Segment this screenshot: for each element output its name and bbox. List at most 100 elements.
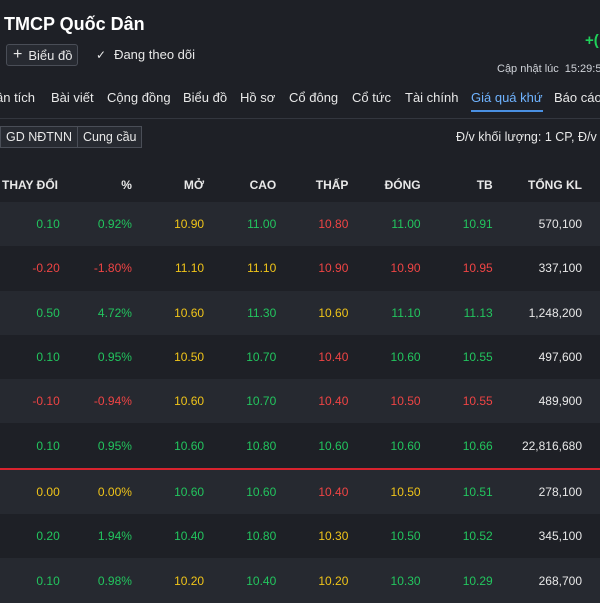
foreign-trading-button[interactable]: GD NĐTNN — [0, 126, 78, 148]
cell-change: -0.20 — [0, 246, 60, 291]
cell-open: 10.50 — [131, 334, 205, 380]
cell-change: -0.10 — [0, 379, 60, 424]
col-header-volume[interactable]: TỔNG KL — [528, 178, 582, 192]
cell-avg: 10.91 — [420, 202, 493, 247]
cell-avg: 10.29 — [420, 558, 493, 603]
cell-percent: -0.94% — [59, 379, 132, 424]
updated-label: Cập nhật lúc — [497, 63, 559, 75]
col-header-high[interactable]: CAO — [249, 178, 277, 192]
col-header-avg[interactable]: TB — [476, 178, 493, 192]
cell-volume: 337,100 — [492, 246, 600, 291]
cell-percent: -1.80% — [59, 246, 132, 291]
tab-price-history[interactable]: Giá quá khứ — [471, 90, 543, 112]
table-row[interactable]: 0.10 0.95% 10.60 10.80 10.60 10.60 10.66 22,816… — [0, 423, 600, 470]
cell-volume: 570,100 — [492, 202, 600, 247]
cell-high: 11.00 — [204, 202, 277, 247]
col-header-low[interactable]: THẤP — [315, 178, 349, 192]
supply-demand-button[interactable]: Cung cầu — [77, 126, 143, 148]
cell-low: 10.40 — [276, 334, 349, 380]
cell-low: 10.40 — [276, 468, 349, 515]
cell-open: 10.60 — [131, 290, 205, 335]
table-row[interactable]: -0.20 -1.80% 11.10 11.10 10.90 10.90 10.95 337,… — [0, 246, 600, 291]
cell-close: 10.30 — [348, 558, 421, 603]
chart-button-label: Biểu đồ — [28, 47, 73, 63]
cell-percent: 4.72% — [59, 290, 132, 335]
tab-financials[interactable]: Tài chính — [405, 90, 459, 105]
tab-dividends[interactable]: Cổ tức — [352, 90, 392, 105]
updated-time: 15:29:59 — [564, 63, 600, 75]
table-header-row: THAY ĐỔI % MỞ CAO THẤP ĐÓNG TB TỔNG KL — [0, 168, 600, 202]
cell-open: 10.60 — [131, 468, 205, 515]
cell-close: 10.60 — [348, 334, 421, 380]
cell-percent: 0.95% — [59, 423, 132, 470]
table-row[interactable]: -0.10 -0.94% 10.60 10.70 10.40 10.50 10.55 489,… — [0, 379, 600, 424]
cell-change: 0.10 — [0, 334, 60, 380]
cell-avg: 10.51 — [420, 468, 493, 515]
cell-percent: 1.94% — [59, 514, 132, 559]
cell-percent: 0.98% — [59, 558, 132, 603]
cell-high: 10.80 — [204, 423, 277, 470]
tab-shareholders[interactable]: Cổ đông — [289, 90, 339, 105]
stock-title: TMCP Quốc Dân — [4, 14, 145, 34]
updated-info: Cập nhật lúc 15:29:59 — [497, 63, 600, 75]
tab-community[interactable]: Cộng đồng — [107, 90, 171, 105]
cell-avg: 10.55 — [420, 379, 493, 424]
cell-volume: 497,600 — [492, 334, 600, 380]
cell-avg: 10.55 — [420, 334, 493, 380]
cell-low: 10.80 — [276, 202, 349, 247]
cell-open: 10.60 — [131, 423, 205, 470]
table-row[interactable]: 0.10 0.92% 10.90 11.00 10.80 11.00 10.91 570,10… — [0, 202, 600, 247]
cell-volume: 489,900 — [492, 379, 600, 424]
cell-high: 10.80 — [204, 514, 277, 559]
cell-high: 11.30 — [204, 290, 277, 335]
tab-analysis[interactable]: ân tích — [0, 90, 36, 105]
table-row[interactable]: 0.10 0.95% 10.50 10.70 10.40 10.60 10.55 497,60… — [0, 334, 600, 380]
price-history-table: THAY ĐỔI % MỞ CAO THẤP ĐÓNG TB TỔNG KL 0… — [0, 168, 600, 603]
follow-label: Đang theo dõi — [114, 47, 196, 62]
cell-high: 10.60 — [204, 468, 277, 515]
cell-close: 10.50 — [348, 379, 421, 424]
col-header-open[interactable]: MỞ — [183, 178, 205, 192]
table-row[interactable]: 0.20 1.94% 10.40 10.80 10.30 10.50 10.52 345,10… — [0, 514, 600, 559]
col-header-change[interactable]: THAY ĐỔI — [2, 178, 59, 192]
cell-close: 11.10 — [348, 290, 421, 335]
cell-high: 11.10 — [204, 246, 277, 291]
cell-open: 10.20 — [131, 558, 205, 603]
col-header-close[interactable]: ĐÓNG — [384, 178, 421, 192]
col-header-percent[interactable]: % — [121, 178, 132, 192]
cell-low: 10.60 — [276, 423, 349, 470]
tab-divider — [0, 118, 600, 119]
cell-change: 0.10 — [0, 558, 60, 603]
follow-button[interactable]: ✓ Đang theo dõi — [96, 47, 195, 62]
cell-avg: 10.52 — [420, 514, 493, 559]
cell-change: 0.50 — [0, 290, 60, 335]
cell-change: 0.00 — [0, 468, 60, 515]
cell-close: 10.60 — [348, 423, 421, 470]
table-row[interactable]: 0.10 0.98% 10.20 10.40 10.20 10.30 10.29 268,70… — [0, 558, 600, 603]
tab-reports[interactable]: Báo cáo — [554, 90, 600, 105]
plus-icon: + — [13, 46, 23, 63]
tab-chart[interactable]: Biểu đồ — [183, 90, 228, 105]
cell-volume: 22,816,680 — [492, 423, 600, 470]
cell-volume: 268,700 — [492, 558, 600, 603]
cell-open: 10.40 — [131, 514, 205, 559]
cell-close: 10.90 — [348, 246, 421, 291]
cell-open: 10.60 — [131, 379, 205, 424]
cell-low: 10.90 — [276, 246, 349, 291]
chart-button[interactable]: + Biểu đồ — [6, 44, 78, 66]
tab-profile[interactable]: Hồ sơ — [240, 90, 276, 105]
cell-volume: 278,100 — [492, 468, 600, 515]
table-row[interactable]: 0.00 0.00% 10.60 10.60 10.40 10.50 10.51 278,10… — [0, 468, 600, 515]
cell-change: 0.20 — [0, 514, 60, 559]
price-change-partial: +( — [585, 32, 599, 49]
cell-percent: 0.92% — [59, 202, 132, 247]
cell-low: 10.20 — [276, 558, 349, 603]
cell-change: 0.10 — [0, 202, 60, 247]
cell-close: 10.50 — [348, 514, 421, 559]
cell-avg: 11.13 — [420, 290, 493, 335]
cell-low: 10.60 — [276, 290, 349, 335]
tab-posts[interactable]: Bài viết — [51, 90, 94, 105]
cell-percent: 0.95% — [59, 334, 132, 380]
cell-volume: 345,100 — [492, 514, 600, 559]
table-row[interactable]: 0.50 4.72% 10.60 11.30 10.60 11.10 11.13 1,248,… — [0, 290, 600, 335]
